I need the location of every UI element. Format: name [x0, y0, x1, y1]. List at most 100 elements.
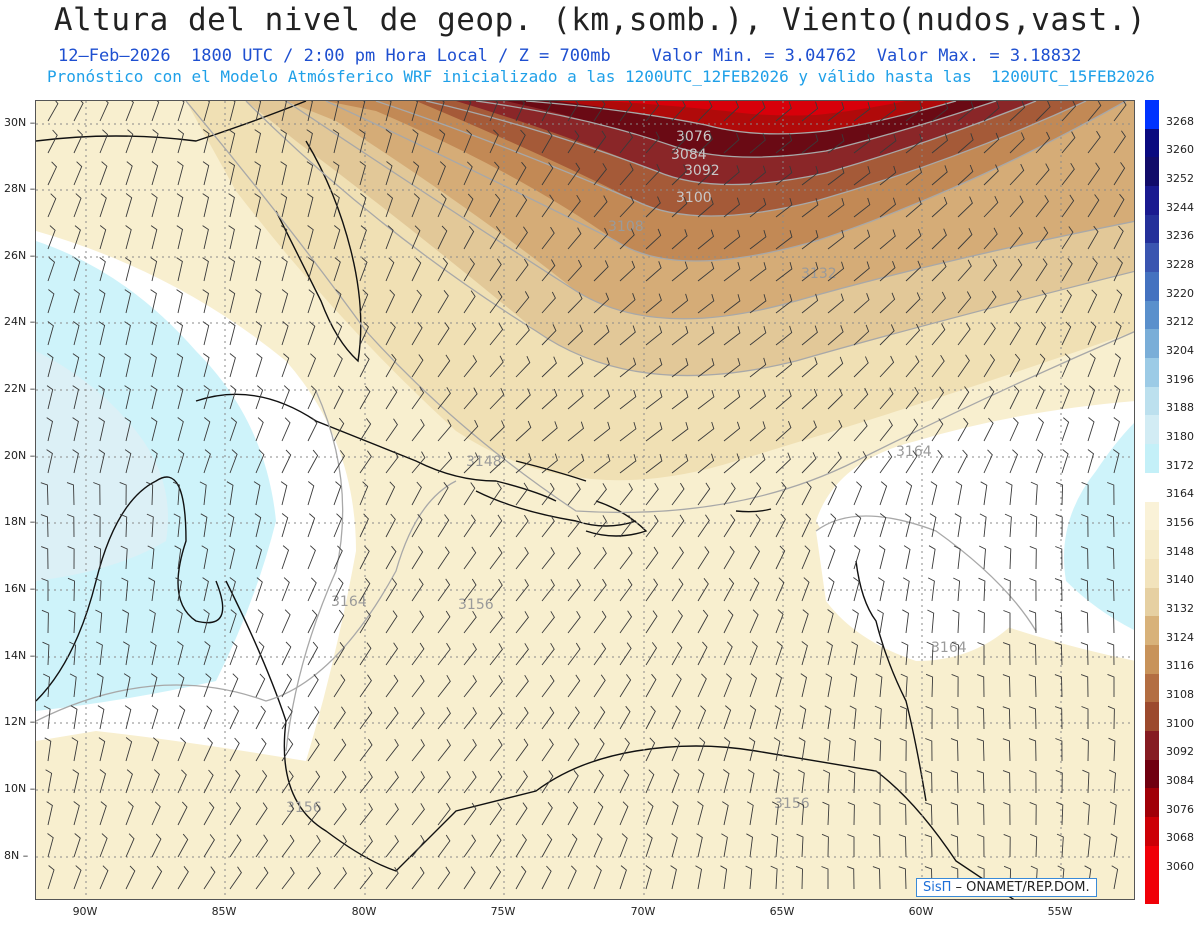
wind-barb — [1080, 642, 1089, 666]
wind-barb — [619, 546, 633, 570]
wind-barb — [1080, 546, 1089, 570]
lat-label: 20N – — [4, 449, 36, 462]
colorbar-segment — [1145, 759, 1159, 789]
wind-barb — [567, 865, 577, 890]
wind-barb — [723, 421, 741, 442]
wind-barb — [593, 642, 607, 666]
wind-barb — [1009, 417, 1019, 442]
contour-lines — [36, 101, 1134, 752]
wind-barb — [203, 769, 214, 794]
wind-barb — [93, 482, 101, 506]
wind-barb — [1009, 290, 1022, 314]
wind-barb — [593, 101, 606, 122]
wind-barb — [697, 514, 710, 538]
wind-barb — [671, 833, 678, 858]
wind-barb — [723, 101, 740, 122]
lat-label: 28N – — [4, 182, 36, 195]
wind-barb — [931, 196, 948, 218]
wind-barb — [229, 417, 238, 442]
wind-barb — [775, 101, 792, 122]
wind-barb — [1087, 257, 1098, 282]
wind-barb — [879, 133, 897, 154]
wind-barb — [99, 101, 109, 122]
colorbar-segment — [1145, 702, 1159, 732]
wind-barb — [1087, 289, 1098, 314]
wind-barb — [437, 193, 447, 218]
wind-barb — [593, 389, 611, 410]
wind-barb — [73, 193, 82, 218]
wind-barb — [1106, 578, 1115, 602]
wind-barb — [489, 706, 503, 730]
wind-barb — [1054, 578, 1063, 602]
wind-barb — [983, 322, 996, 346]
wind-barb — [385, 738, 399, 762]
wind-barb — [671, 453, 689, 474]
wind-barb — [850, 673, 858, 698]
wind-barb — [645, 833, 653, 858]
wind-barb — [983, 354, 996, 378]
wind-barb — [645, 482, 659, 506]
wind-barb — [281, 706, 293, 730]
wind-barb — [333, 225, 341, 250]
wind-barb — [827, 513, 837, 538]
wind-barb — [541, 706, 555, 730]
wind-barb — [41, 546, 49, 570]
wind-barb — [463, 578, 477, 602]
wind-barb — [824, 705, 832, 730]
wind-barb — [255, 417, 264, 442]
wind-barb — [775, 165, 793, 186]
wind-barb — [775, 325, 793, 346]
wind-barb — [645, 261, 662, 282]
wind-barb — [541, 833, 553, 858]
wind-barb — [1028, 642, 1037, 666]
wind-barb — [93, 513, 101, 538]
wind-barb — [67, 545, 75, 570]
wind-barb — [905, 260, 922, 282]
wind-barb — [333, 193, 340, 218]
wind-barb — [671, 514, 685, 538]
contour-label: 3164 — [331, 594, 367, 610]
wind-barb — [905, 133, 923, 154]
wind-barb — [1106, 514, 1115, 538]
wind-barb — [801, 229, 819, 250]
wind-barb — [671, 390, 689, 410]
wind-barb — [73, 321, 80, 346]
wind-barb — [47, 353, 54, 378]
wind-barb — [723, 673, 732, 698]
wind-barb — [411, 354, 424, 378]
wind-barb — [67, 514, 75, 538]
wind-barb — [411, 578, 424, 602]
wind-barb — [177, 801, 188, 826]
wind-barb — [437, 674, 451, 698]
wind-barb — [411, 513, 423, 538]
wind-barb — [645, 801, 654, 826]
wind-barb — [99, 865, 109, 890]
wind-barb — [723, 229, 741, 250]
wind-barb — [437, 546, 450, 570]
colorbar-segment — [1145, 386, 1159, 417]
wind-barb — [463, 225, 475, 250]
lon-label: 70W — [630, 905, 656, 918]
wind-barb — [437, 161, 446, 186]
wind-barb — [541, 453, 558, 474]
wind-barb — [333, 353, 343, 378]
wind-barb — [124, 705, 132, 730]
wind-barb — [541, 259, 556, 282]
wind-barb — [567, 389, 584, 410]
wind-barb — [333, 738, 347, 762]
wind-barb — [229, 705, 240, 730]
wind-barb — [879, 450, 893, 474]
wind-barb — [645, 610, 658, 634]
wind-barb — [229, 577, 236, 602]
wind-barb — [593, 260, 609, 282]
wind-barb — [697, 229, 715, 250]
wind-barb — [333, 450, 346, 474]
wind-barb — [359, 257, 368, 282]
wind-barb — [73, 257, 81, 282]
lat-label: 30N – — [4, 116, 36, 129]
colorbar-label: 3188 — [1166, 401, 1194, 415]
wind-barb — [1028, 674, 1037, 698]
wind-barb — [385, 129, 393, 154]
wind-barb — [1087, 385, 1096, 410]
wind-barb — [671, 801, 679, 826]
